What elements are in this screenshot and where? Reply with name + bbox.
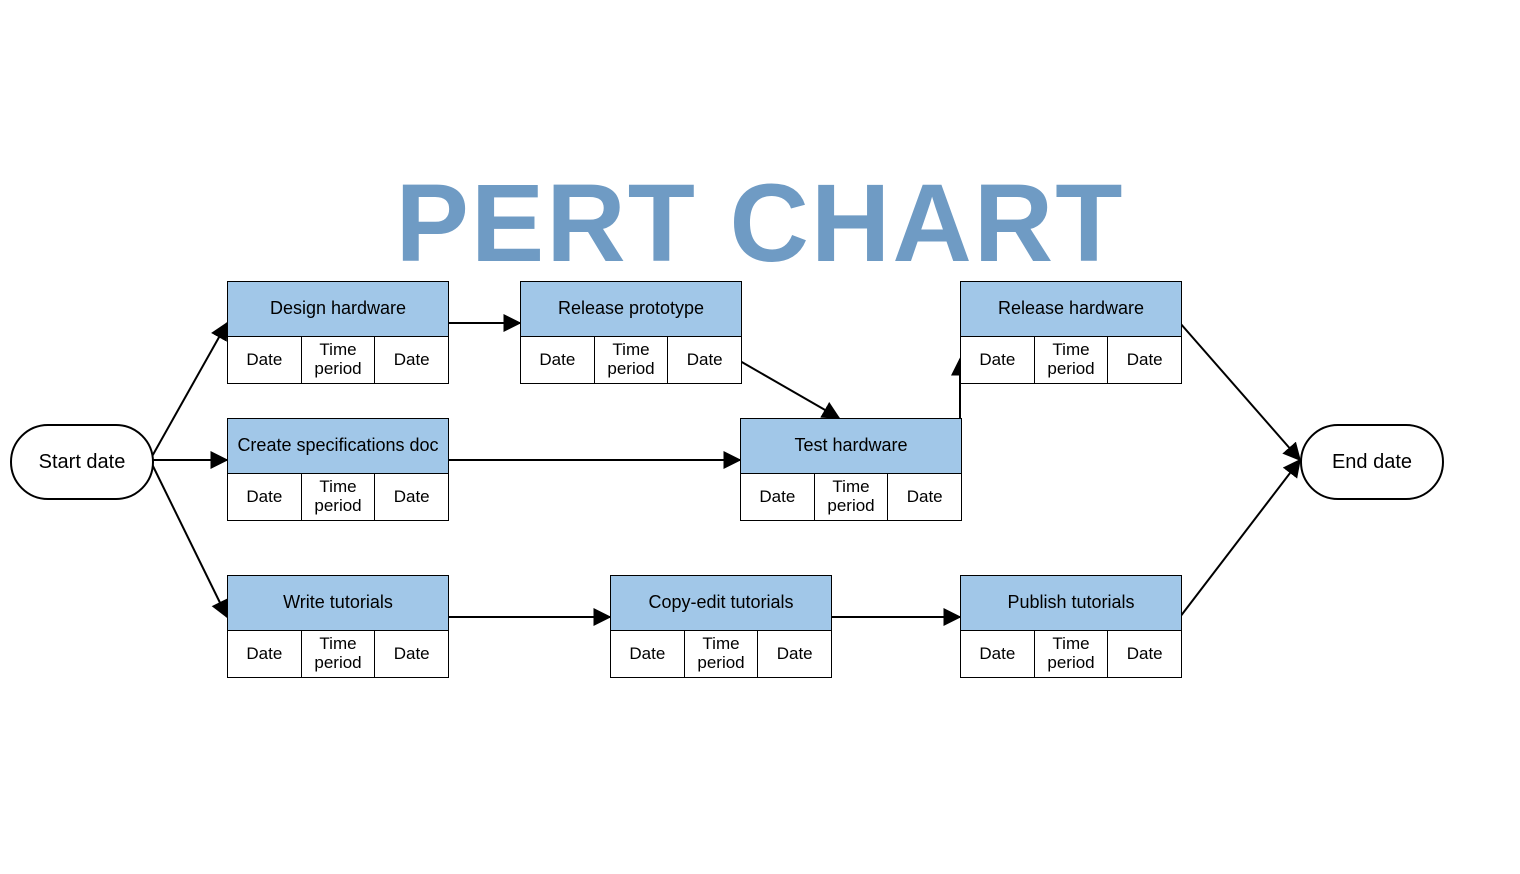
task-cell-time-period: Time period (302, 474, 376, 520)
task-row: Date Time period Date (228, 337, 448, 383)
edge-release_hardware-to-end (1180, 323, 1300, 460)
task-cell-date-right: Date (1108, 631, 1181, 677)
task-title: Create specifications doc (228, 419, 448, 474)
chart-title: PERT CHART (0, 160, 1520, 287)
task-test-hardware: Test hardware Date Time period Date (740, 418, 962, 521)
task-cell-date-right: Date (668, 337, 741, 383)
task-row: Date Time period Date (521, 337, 741, 383)
task-publish-tutorials: Publish tutorials Date Time period Date (960, 575, 1182, 678)
task-cell-date-left: Date (961, 337, 1035, 383)
task-cell-time-period: Time period (1035, 337, 1109, 383)
task-cell-date-left: Date (228, 474, 302, 520)
task-row: Date Time period Date (228, 631, 448, 677)
task-title: Release hardware (961, 282, 1181, 337)
task-release-hardware: Release hardware Date Time period Date (960, 281, 1182, 384)
edge-start-to-write_tutorials (150, 460, 227, 617)
task-cell-time-period: Time period (1035, 631, 1109, 677)
task-title: Release prototype (521, 282, 741, 337)
task-cell-time-period: Time period (302, 337, 376, 383)
terminal-start-label: Start date (39, 451, 126, 474)
task-title: Copy-edit tutorials (611, 576, 831, 631)
task-cell-time-period: Time period (302, 631, 376, 677)
edge-release_prototype-to-test_hardware (740, 361, 839, 418)
task-title: Write tutorials (228, 576, 448, 631)
task-cell-date-left: Date (741, 474, 815, 520)
terminal-start: Start date (10, 424, 154, 500)
task-cell-time-period: Time period (815, 474, 889, 520)
task-cell-date-right: Date (888, 474, 961, 520)
task-copy-edit-tutorials: Copy-edit tutorials Date Time period Dat… (610, 575, 832, 678)
task-design-hardware: Design hardware Date Time period Date (227, 281, 449, 384)
task-cell-date-left: Date (521, 337, 595, 383)
task-row: Date Time period Date (228, 474, 448, 520)
task-title: Publish tutorials (961, 576, 1181, 631)
task-release-prototype: Release prototype Date Time period Date (520, 281, 742, 384)
task-cell-date-left: Date (961, 631, 1035, 677)
task-cell-date-right: Date (375, 474, 448, 520)
task-cell-time-period: Time period (685, 631, 759, 677)
task-cell-date-right: Date (375, 337, 448, 383)
task-cell-time-period: Time period (595, 337, 669, 383)
task-cell-date-right: Date (375, 631, 448, 677)
task-row: Date Time period Date (741, 474, 961, 520)
task-cell-date-left: Date (228, 337, 302, 383)
task-cell-date-left: Date (228, 631, 302, 677)
edge-start-to-design_hardware (150, 323, 227, 460)
task-create-specifications: Create specifications doc Date Time peri… (227, 418, 449, 521)
terminal-end-label: End date (1332, 451, 1412, 474)
task-title: Design hardware (228, 282, 448, 337)
terminal-end: End date (1300, 424, 1444, 500)
task-write-tutorials: Write tutorials Date Time period Date (227, 575, 449, 678)
task-cell-date-right: Date (758, 631, 831, 677)
task-cell-date-right: Date (1108, 337, 1181, 383)
task-title: Test hardware (741, 419, 961, 474)
task-row: Date Time period Date (961, 337, 1181, 383)
edge-publish_tutorials-to-end (1180, 460, 1300, 617)
task-row: Date Time period Date (611, 631, 831, 677)
task-cell-date-left: Date (611, 631, 685, 677)
task-row: Date Time period Date (961, 631, 1181, 677)
